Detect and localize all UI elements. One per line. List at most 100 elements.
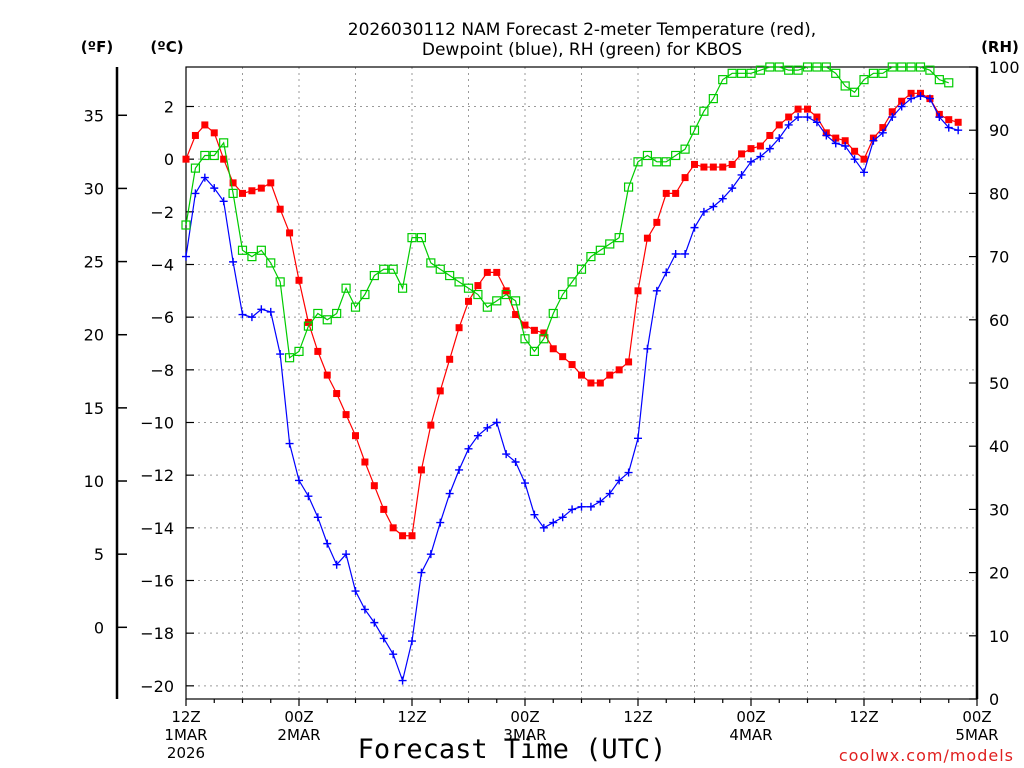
rh-tick-label: 30 xyxy=(989,500,1009,519)
rh-point xyxy=(661,157,671,167)
temperature-point xyxy=(248,187,256,195)
dewpoint-point xyxy=(360,605,369,614)
series-dewpoint xyxy=(182,91,963,685)
rh-point xyxy=(558,289,568,300)
rh-point xyxy=(718,75,728,85)
dewpoint-point xyxy=(182,252,190,261)
temperature-point xyxy=(286,229,294,237)
temperature-point xyxy=(521,321,529,329)
dewpoint-point xyxy=(351,587,360,596)
rh-point xyxy=(435,264,445,274)
rh-point xyxy=(623,182,634,192)
rh-point xyxy=(529,346,540,356)
dewpoint-point xyxy=(370,618,379,627)
rh-point xyxy=(247,252,257,262)
x-tick-label: 00Z xyxy=(962,708,991,726)
rh-point xyxy=(727,68,737,78)
dewpoint-point xyxy=(426,550,435,559)
rh-point xyxy=(510,296,521,306)
rh-tick-label: 40 xyxy=(989,437,1009,456)
chart-title-line2: Dewpoint (blue), RH (green) for KBOS xyxy=(422,40,742,60)
temperature-point xyxy=(333,390,341,398)
dewpoint-point xyxy=(794,113,803,122)
temperature-point xyxy=(945,116,953,124)
temperature-point xyxy=(182,155,190,163)
temperature-point xyxy=(596,379,604,387)
celsius-tick-label: −18 xyxy=(140,624,174,643)
dewpoint-point xyxy=(586,502,595,511)
dewpoint-point xyxy=(389,650,398,659)
temperature-point xyxy=(380,505,388,513)
celsius-unit-label: (ºC) xyxy=(150,38,183,56)
temperature-point xyxy=(615,366,623,374)
temperature-point xyxy=(879,124,887,132)
rh-point xyxy=(388,264,398,274)
x-tick-label: 3MAR xyxy=(503,726,546,744)
dewpoint-point xyxy=(408,637,416,646)
dewpoint-point xyxy=(662,268,671,277)
dewpoint-point xyxy=(916,91,925,100)
credit-text: coolwx.com/models xyxy=(839,746,1014,765)
rh-point xyxy=(190,163,201,173)
rh-point xyxy=(755,65,766,75)
rh-point xyxy=(736,68,747,78)
rh-point xyxy=(671,150,681,161)
dewpoint-point xyxy=(558,513,567,522)
temperature-point xyxy=(860,155,868,163)
rh-point xyxy=(680,144,690,154)
rh-point xyxy=(586,252,596,262)
dewpoint-line xyxy=(185,95,959,683)
dewpoint-point xyxy=(624,468,633,477)
temperature-point xyxy=(257,184,265,192)
rh-point xyxy=(266,258,276,268)
rh-point xyxy=(567,277,577,287)
rh-point xyxy=(840,81,850,91)
celsius-tick-label: −16 xyxy=(140,572,174,591)
dewpoint-point xyxy=(596,497,605,506)
rh-point xyxy=(492,296,502,306)
temperature-line xyxy=(185,92,959,537)
dewpoint-point xyxy=(568,505,577,514)
rh-point xyxy=(350,302,361,312)
temperature-point xyxy=(220,155,228,163)
dewpoint-point xyxy=(690,223,699,232)
rh-point xyxy=(642,150,653,161)
rh-point xyxy=(341,283,351,293)
temperature-point xyxy=(907,89,915,97)
temperature-point xyxy=(954,118,962,126)
rh-point xyxy=(256,245,266,255)
rh-point xyxy=(237,245,248,255)
temperature-point xyxy=(578,371,585,379)
x-tick-label: 00Z xyxy=(284,708,313,726)
celsius-tick-label: 0 xyxy=(164,150,174,169)
rh-point xyxy=(812,62,822,72)
dewpoint-point xyxy=(229,257,238,266)
rh-tick-label: 70 xyxy=(989,248,1009,267)
temperature-point xyxy=(568,361,576,369)
temperature-point xyxy=(841,137,849,145)
dewpoint-point xyxy=(869,136,878,145)
dewpoint-point xyxy=(285,439,294,448)
x-tick-label: 12Z xyxy=(849,708,878,726)
dewpoint-point xyxy=(200,173,209,182)
dewpoint-point xyxy=(605,489,614,498)
dewpoint-point xyxy=(737,170,746,179)
dewpoint-point xyxy=(257,305,266,314)
rh-point xyxy=(887,62,897,72)
temperature-point xyxy=(512,311,520,319)
temperature-point xyxy=(700,163,708,171)
dewpoint-point xyxy=(219,197,228,206)
dewpoint-point xyxy=(398,676,407,685)
x-tick-label: 12Z xyxy=(171,708,200,726)
rh-point xyxy=(407,233,417,243)
temperature-point xyxy=(756,142,764,150)
rh-point xyxy=(868,68,879,78)
temperature-point xyxy=(653,218,661,226)
dewpoint-point xyxy=(473,431,482,440)
temperature-point xyxy=(728,160,736,168)
dewpoint-point xyxy=(276,350,285,359)
rh-point xyxy=(219,138,229,148)
rh-point xyxy=(802,62,813,72)
temperature-point xyxy=(775,121,783,129)
